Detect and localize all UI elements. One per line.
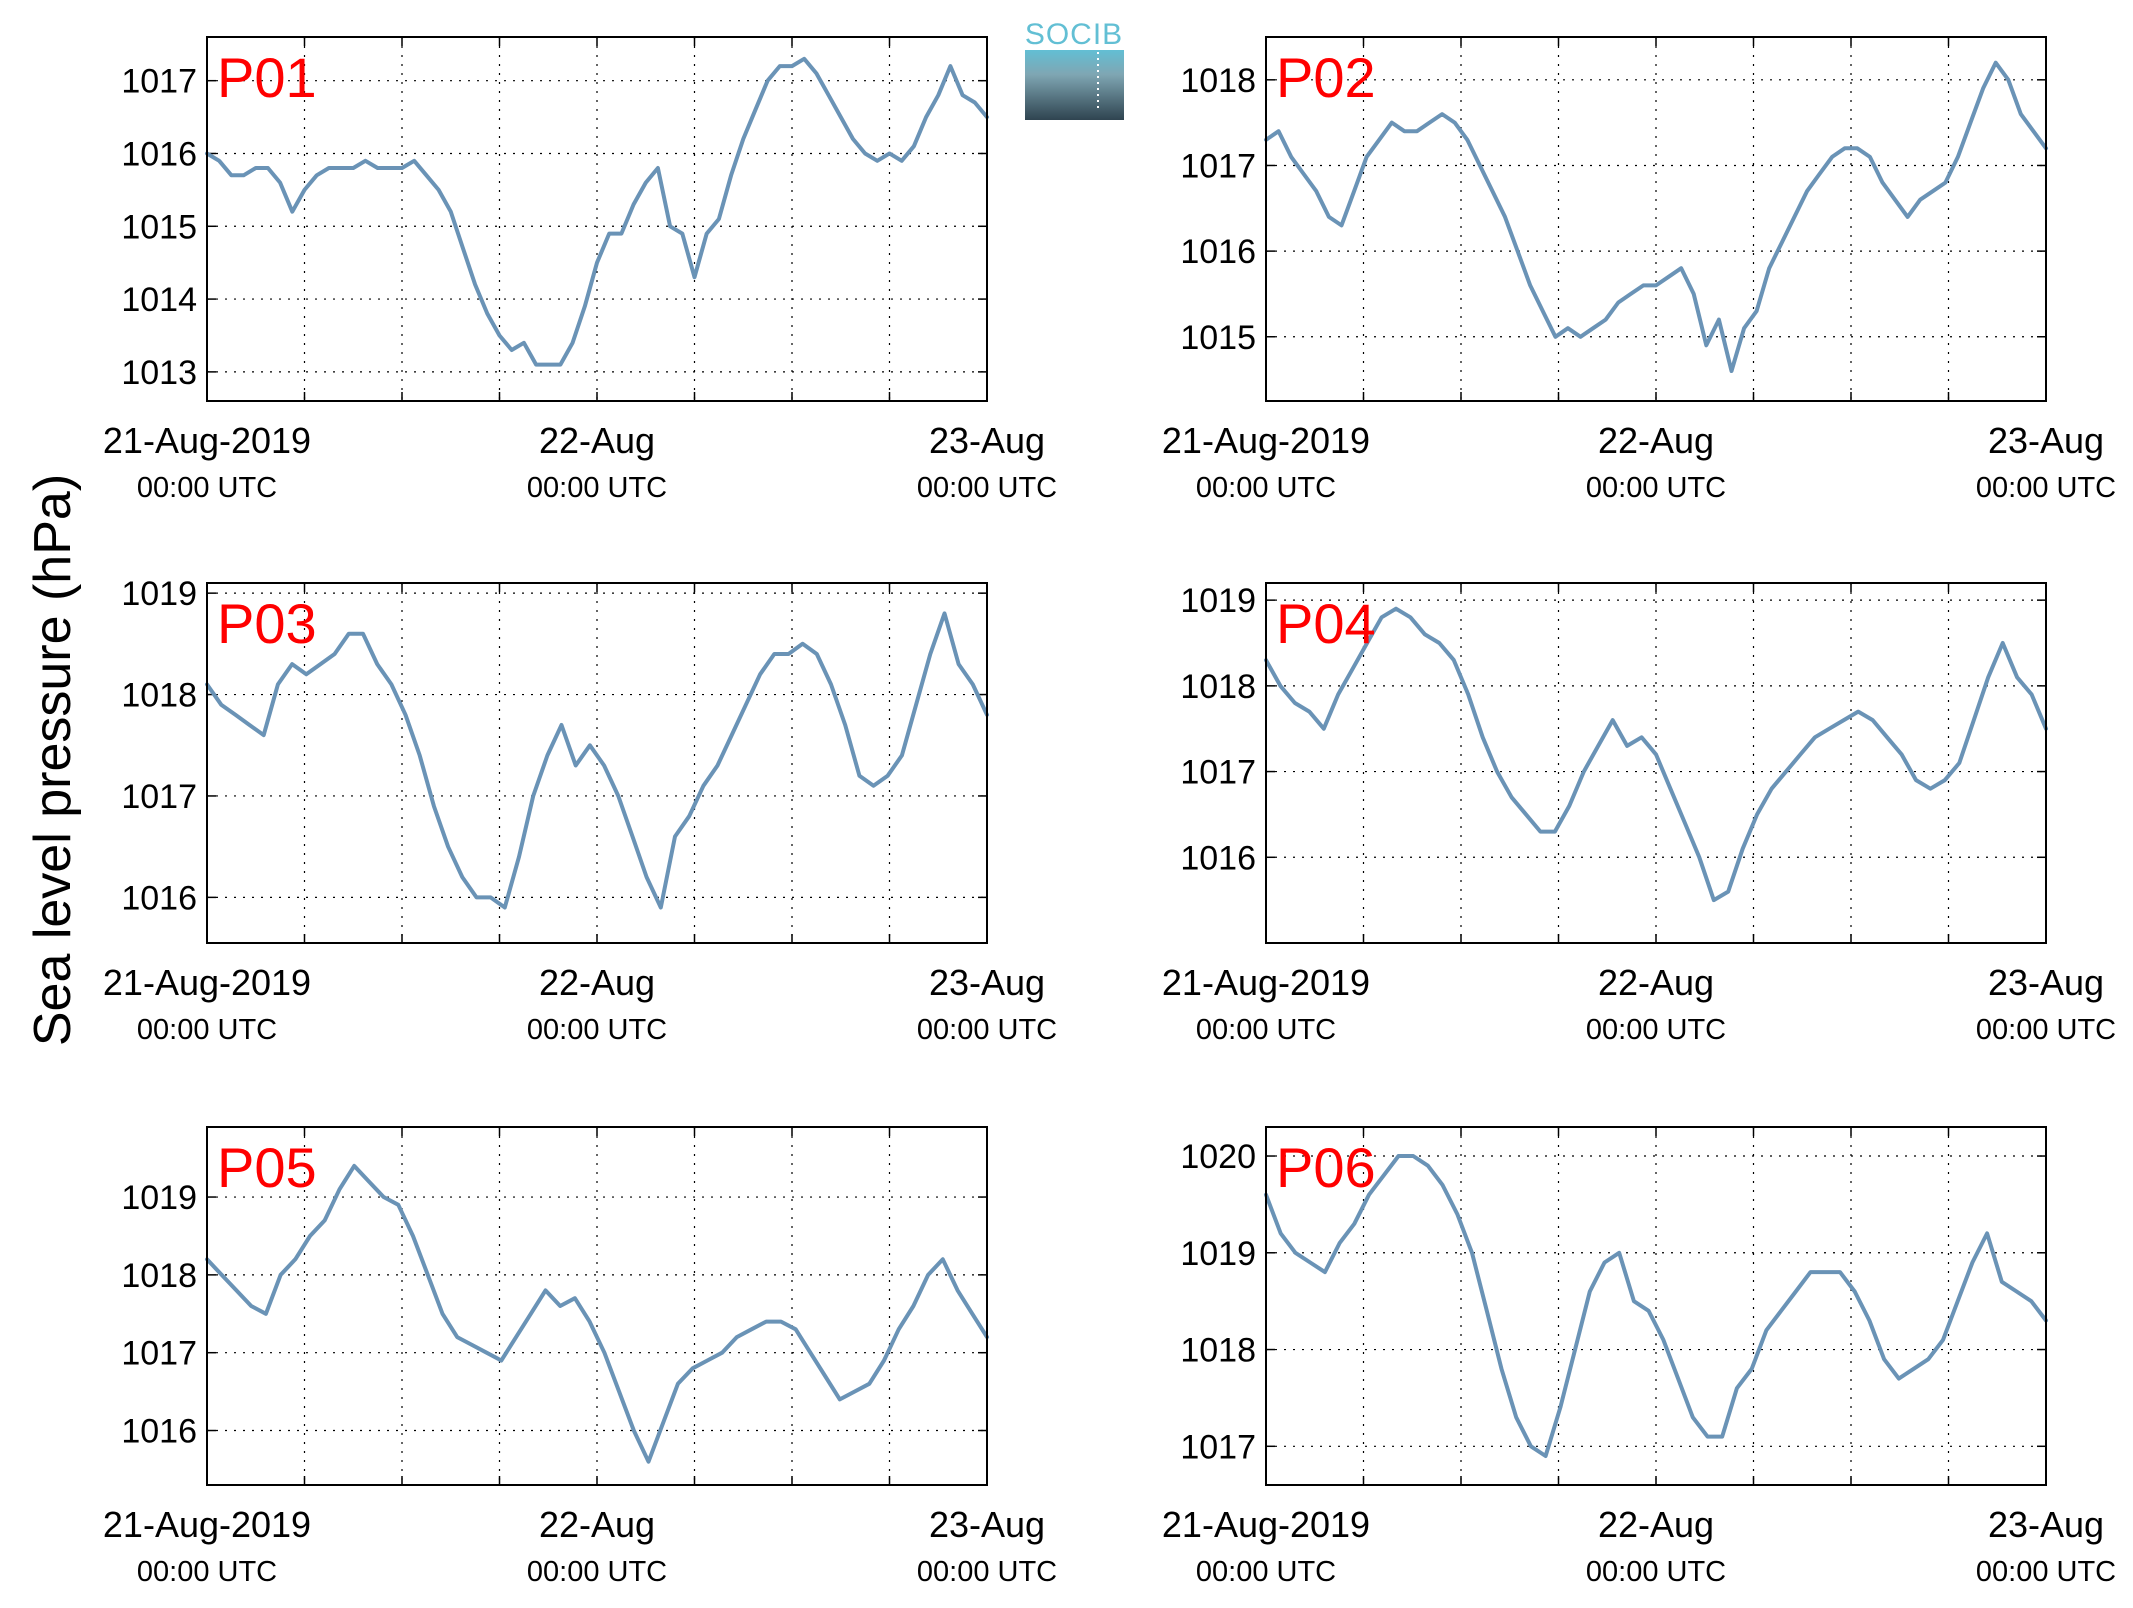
panel-label: P04 xyxy=(1276,592,1376,655)
plot-frame xyxy=(1265,36,2047,402)
y-tick-label: 1016 xyxy=(1180,839,1256,877)
x-tick-sublabel: 00:00 UTC xyxy=(917,472,1057,504)
x-tick-label: 22-Aug xyxy=(539,962,655,1003)
x-tick-sublabel: 00:00 UTC xyxy=(527,1014,667,1046)
x-tick-sublabel: 00:00 UTC xyxy=(1976,472,2116,504)
panel-p05: 1016 1017 1018 1019 P05 21-Aug-2019 00:00 UTC 2… xyxy=(103,1126,1057,1588)
x-tick-sublabel: 00:00 UTC xyxy=(1586,1556,1726,1588)
plot-area xyxy=(1266,1127,2046,1485)
y-tick-label: 1016 xyxy=(121,135,197,173)
series-line xyxy=(1264,1154,2048,1458)
y-tick-label: 1013 xyxy=(121,354,197,392)
y-tick-label: 1016 xyxy=(121,1413,197,1451)
y-tick-label: 1018 xyxy=(1180,62,1256,100)
x-tick-sublabel: 00:00 UTC xyxy=(1196,472,1336,504)
y-tick-label: 1017 xyxy=(1180,1428,1256,1466)
x-tick-sublabel: 00:00 UTC xyxy=(1196,1556,1336,1588)
panel-p04: 1016 1017 1018 1019 P04 21-Aug-2019 00:00 UTC 2… xyxy=(1162,582,2116,1046)
plot-frame xyxy=(206,1126,988,1486)
series-line xyxy=(205,611,989,910)
y-tick-label: 1017 xyxy=(121,63,197,101)
plot-frame xyxy=(206,582,988,944)
panel-label: P03 xyxy=(217,592,317,655)
x-tick-label: 23-Aug xyxy=(1988,1504,2104,1545)
y-tick-label: 1017 xyxy=(121,778,197,816)
panel-label: P01 xyxy=(217,46,317,109)
y-tick-label: 1016 xyxy=(121,879,197,917)
x-tick-sublabel: 00:00 UTC xyxy=(527,472,667,504)
x-tick-label: 23-Aug xyxy=(1988,420,2104,461)
x-tick-sublabel: 00:00 UTC xyxy=(137,1014,277,1046)
y-tick-label: 1015 xyxy=(1180,319,1256,357)
x-tick-sublabel: 00:00 UTC xyxy=(1586,1014,1726,1046)
x-tick-label: 21-Aug-2019 xyxy=(1162,420,1370,461)
y-tick-label: 1018 xyxy=(121,677,197,715)
x-tick-sublabel: 00:00 UTC xyxy=(1976,1014,2116,1046)
x-tick-label: 21-Aug-2019 xyxy=(1162,962,1370,1003)
x-tick-label: 22-Aug xyxy=(1598,962,1714,1003)
socib-logo: SOCIB xyxy=(1025,18,1124,120)
x-tick-sublabel: 00:00 UTC xyxy=(917,1556,1057,1588)
x-tick-sublabel: 00:00 UTC xyxy=(1586,472,1726,504)
y-tick-label: 1017 xyxy=(1180,147,1256,185)
series-line xyxy=(205,56,989,367)
panels: 1013 1014 1015 1016 1017 P01 21-Aug-2019 00:00 … xyxy=(103,36,2116,1588)
x-tick-label: 23-Aug xyxy=(929,1504,1045,1545)
plot-frame xyxy=(1265,1126,2047,1486)
y-axis-label: Sea level pressure (hPa) xyxy=(24,474,82,1046)
x-tick-label: 21-Aug-2019 xyxy=(1162,1504,1370,1545)
x-tick-label: 21-Aug-2019 xyxy=(103,420,311,461)
plot-area xyxy=(207,1127,987,1485)
x-tick-sublabel: 00:00 UTC xyxy=(527,1556,667,1588)
y-tick-label: 1018 xyxy=(121,1257,197,1295)
x-tick-label: 23-Aug xyxy=(1988,962,2104,1003)
y-tick-label: 1019 xyxy=(1180,582,1256,620)
x-tick-sublabel: 00:00 UTC xyxy=(917,1014,1057,1046)
panel-p06: 1017 1018 1019 1020 P06 21-Aug-2019 00:00 UTC 2… xyxy=(1162,1126,2116,1588)
panel-label: P05 xyxy=(217,1136,317,1199)
y-tick-label: 1017 xyxy=(1180,754,1256,792)
y-tick-label: 1014 xyxy=(121,281,197,319)
series-line xyxy=(205,1163,989,1464)
plot-frame xyxy=(1265,582,2047,944)
y-tick-label: 1019 xyxy=(121,1179,197,1217)
panel-label: P02 xyxy=(1276,46,1376,109)
plot-frame xyxy=(206,36,988,402)
y-tick-label: 1019 xyxy=(1180,1235,1256,1273)
panel-label: P06 xyxy=(1276,1136,1376,1199)
x-tick-label: 22-Aug xyxy=(1598,420,1714,461)
panel-p01: 1013 1014 1015 1016 1017 P01 21-Aug-2019 00:00 … xyxy=(103,36,1057,504)
panel-p02: 1015 1016 1017 1018 P02 21-Aug-2019 00:00 UTC 2… xyxy=(1162,36,2116,504)
x-tick-label: 23-Aug xyxy=(929,420,1045,461)
x-tick-label: 22-Aug xyxy=(539,420,655,461)
x-tick-label: 21-Aug-2019 xyxy=(103,1504,311,1545)
x-tick-sublabel: 00:00 UTC xyxy=(137,1556,277,1588)
y-tick-label: 1020 xyxy=(1180,1138,1256,1176)
x-tick-label: 22-Aug xyxy=(1598,1504,1714,1545)
x-tick-label: 23-Aug xyxy=(929,962,1045,1003)
series-line xyxy=(1264,60,2048,373)
series-line xyxy=(1264,606,2048,903)
x-tick-label: 22-Aug xyxy=(539,1504,655,1545)
x-tick-sublabel: 00:00 UTC xyxy=(1196,1014,1336,1046)
socib-logo-text: SOCIB xyxy=(1025,18,1123,51)
x-tick-sublabel: 00:00 UTC xyxy=(137,472,277,504)
socib-logo-block xyxy=(1025,50,1124,120)
x-tick-label: 21-Aug-2019 xyxy=(103,962,311,1003)
y-tick-label: 1017 xyxy=(121,1335,197,1373)
y-tick-label: 1019 xyxy=(121,575,197,613)
y-tick-label: 1015 xyxy=(121,208,197,246)
y-tick-label: 1018 xyxy=(1180,1332,1256,1370)
x-tick-sublabel: 00:00 UTC xyxy=(1976,1556,2116,1588)
y-tick-label: 1016 xyxy=(1180,233,1256,271)
y-tick-label: 1018 xyxy=(1180,668,1256,706)
panel-p03: 1016 1017 1018 1019 P03 21-Aug-2019 00:00 UTC 2… xyxy=(103,575,1057,1046)
